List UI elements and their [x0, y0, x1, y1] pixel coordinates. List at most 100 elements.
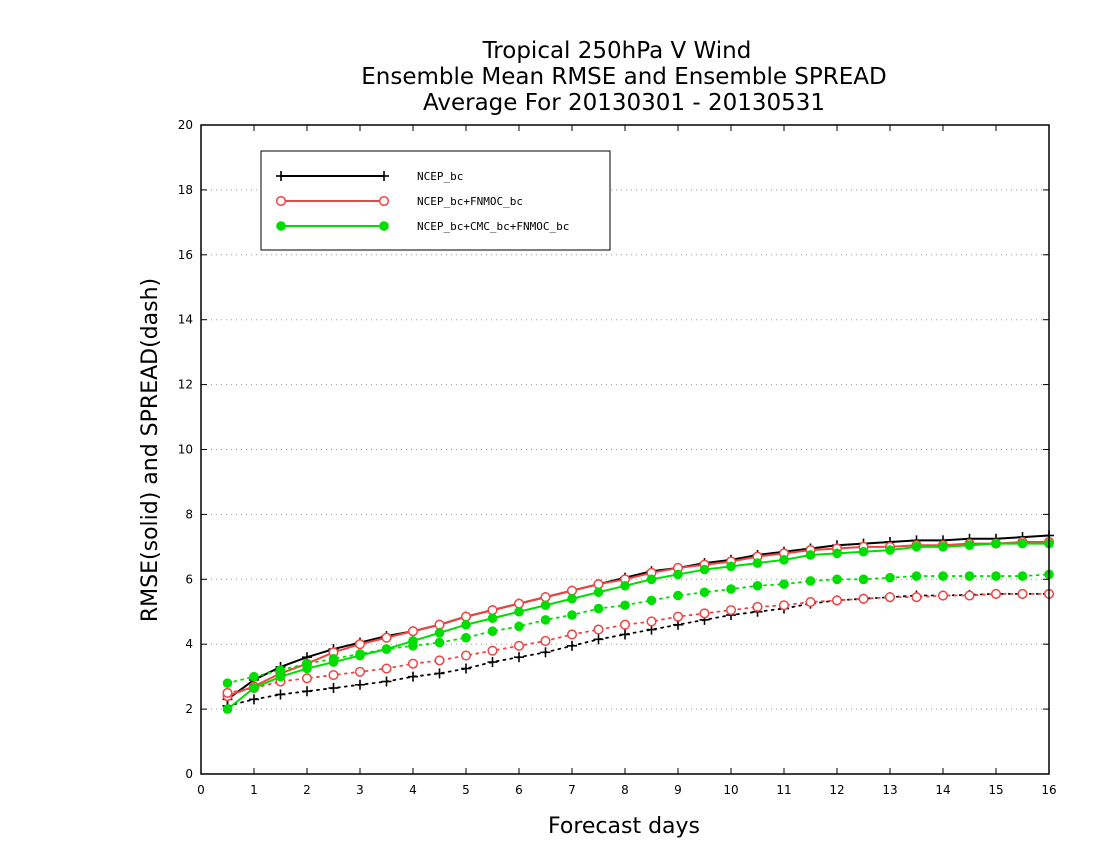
- x-axis-ticks: 0 1 2 3 4 5 6 7 8 9 10 11 12 13 14 15 16: [197, 125, 1057, 797]
- rmse-point: [858, 546, 869, 557]
- spread-point: [911, 592, 922, 603]
- spread-point: [779, 579, 789, 589]
- y-tick-label: 4: [185, 637, 193, 651]
- spread-point: [619, 619, 631, 630]
- rmse-point: [249, 683, 259, 693]
- spread-point: [885, 572, 895, 583]
- rmse-line-2: [226, 542, 1049, 710]
- rmse-point: [593, 579, 604, 590]
- legend-marker: [275, 195, 287, 207]
- rmse-point: [805, 550, 816, 560]
- spread-point: [540, 647, 551, 658]
- plot-frame: [200, 124, 1050, 775]
- rmse-point: [646, 574, 657, 585]
- spread-point: [328, 683, 339, 694]
- rmse-point: [514, 606, 524, 617]
- spread-point: [460, 650, 472, 661]
- spread-point: [831, 595, 843, 606]
- spread-point: [434, 637, 445, 648]
- x-tick-label: 1: [250, 783, 258, 797]
- series-0: [222, 530, 1054, 711]
- y-axis-ticks: 0 2 4 6 8 10 12 14 16 18 20: [178, 118, 1049, 781]
- spread-line-1: [226, 593, 1050, 694]
- spread-point: [567, 610, 577, 620]
- spread-point: [381, 663, 392, 674]
- spread-point: [726, 584, 736, 594]
- rmse-point: [222, 704, 233, 714]
- spread-point: [461, 632, 471, 643]
- spread-point: [593, 624, 604, 635]
- rmse-point: [381, 632, 392, 643]
- spread-point: [301, 673, 313, 684]
- x-tick-label: 9: [674, 783, 682, 797]
- legend-marker: [378, 195, 390, 207]
- y-axis-label: RMSE(solid) and SPREAD(dash): [138, 278, 163, 622]
- spread-point: [620, 629, 630, 640]
- rmse-point: [513, 598, 525, 609]
- legend-label: NCEP_bc+FNMOC_bc: [417, 195, 523, 208]
- spread-point: [911, 571, 922, 581]
- rmse-point: [593, 587, 604, 598]
- spread-point: [354, 666, 366, 677]
- rmse-point: [1017, 538, 1028, 549]
- spread-point: [884, 592, 896, 603]
- chart-title-line-1: Tropical 250hPa V Wind: [482, 38, 752, 64]
- spread-point: [593, 634, 604, 645]
- rmse-point: [540, 600, 551, 611]
- rmse-point: [567, 593, 577, 604]
- rmse-point: [487, 605, 498, 616]
- spread-point: [672, 611, 684, 622]
- spread-point: [858, 593, 869, 604]
- rmse-point: [964, 540, 975, 551]
- spread-point: [381, 676, 392, 687]
- spread-point: [805, 596, 816, 608]
- rmse-point: [832, 548, 842, 559]
- y-tick-label: 8: [185, 507, 193, 521]
- y-tick-label: 2: [185, 702, 193, 716]
- rmse-point: [434, 619, 445, 630]
- x-tick-label: 7: [568, 783, 576, 797]
- rmse-line-1: [227, 540, 1049, 698]
- rmse-point: [461, 619, 471, 630]
- legend-label: NCEP_bc+CMC_bc+FNMOC_bc: [417, 220, 569, 233]
- x-tick-label: 12: [829, 783, 844, 797]
- legend-entry-0: NCEP_bc: [276, 170, 463, 183]
- x-tick-label: 8: [621, 783, 629, 797]
- spread-point: [487, 657, 498, 668]
- legend-label: NCEP_bc: [417, 170, 463, 183]
- spread-point: [991, 571, 1001, 581]
- spread-point: [249, 671, 259, 682]
- spread-point: [752, 601, 763, 612]
- legend-entry-1: NCEP_bc+FNMOC_bc: [275, 195, 523, 208]
- spread-point: [407, 658, 419, 669]
- chart-title-line-2: Ensemble Mean RMSE and Ensemble SPREAD: [361, 64, 886, 90]
- spread-line-0: [226, 593, 1050, 707]
- rmse-point: [540, 592, 551, 603]
- rmse-point: [407, 626, 419, 637]
- rmse-point: [620, 580, 630, 591]
- spread-point: [514, 652, 524, 663]
- legend-marker: [379, 221, 389, 231]
- spread-point: [328, 669, 339, 681]
- spread-point: [990, 588, 1002, 599]
- x-tick-label: 13: [882, 783, 897, 797]
- spread-point: [275, 665, 286, 675]
- x-tick-label: 2: [303, 783, 311, 797]
- spread-point: [434, 655, 445, 666]
- spread-line-2: [226, 573, 1050, 685]
- rmse-point: [991, 538, 1001, 549]
- spread-point: [938, 571, 948, 581]
- x-tick-label: 6: [515, 783, 523, 797]
- series-2: [222, 538, 1054, 714]
- rmse-point: [752, 558, 763, 568]
- spread-point: [434, 668, 445, 679]
- spread-point: [355, 649, 365, 659]
- spread-point: [699, 587, 710, 598]
- y-tick-label: 16: [178, 248, 193, 262]
- spread-point: [1017, 588, 1028, 599]
- chart-title-line-3: Average For 20130301 - 20130531: [423, 90, 825, 116]
- rmse-point: [699, 564, 710, 575]
- legend-marker: [276, 221, 286, 231]
- spread-point: [778, 600, 790, 611]
